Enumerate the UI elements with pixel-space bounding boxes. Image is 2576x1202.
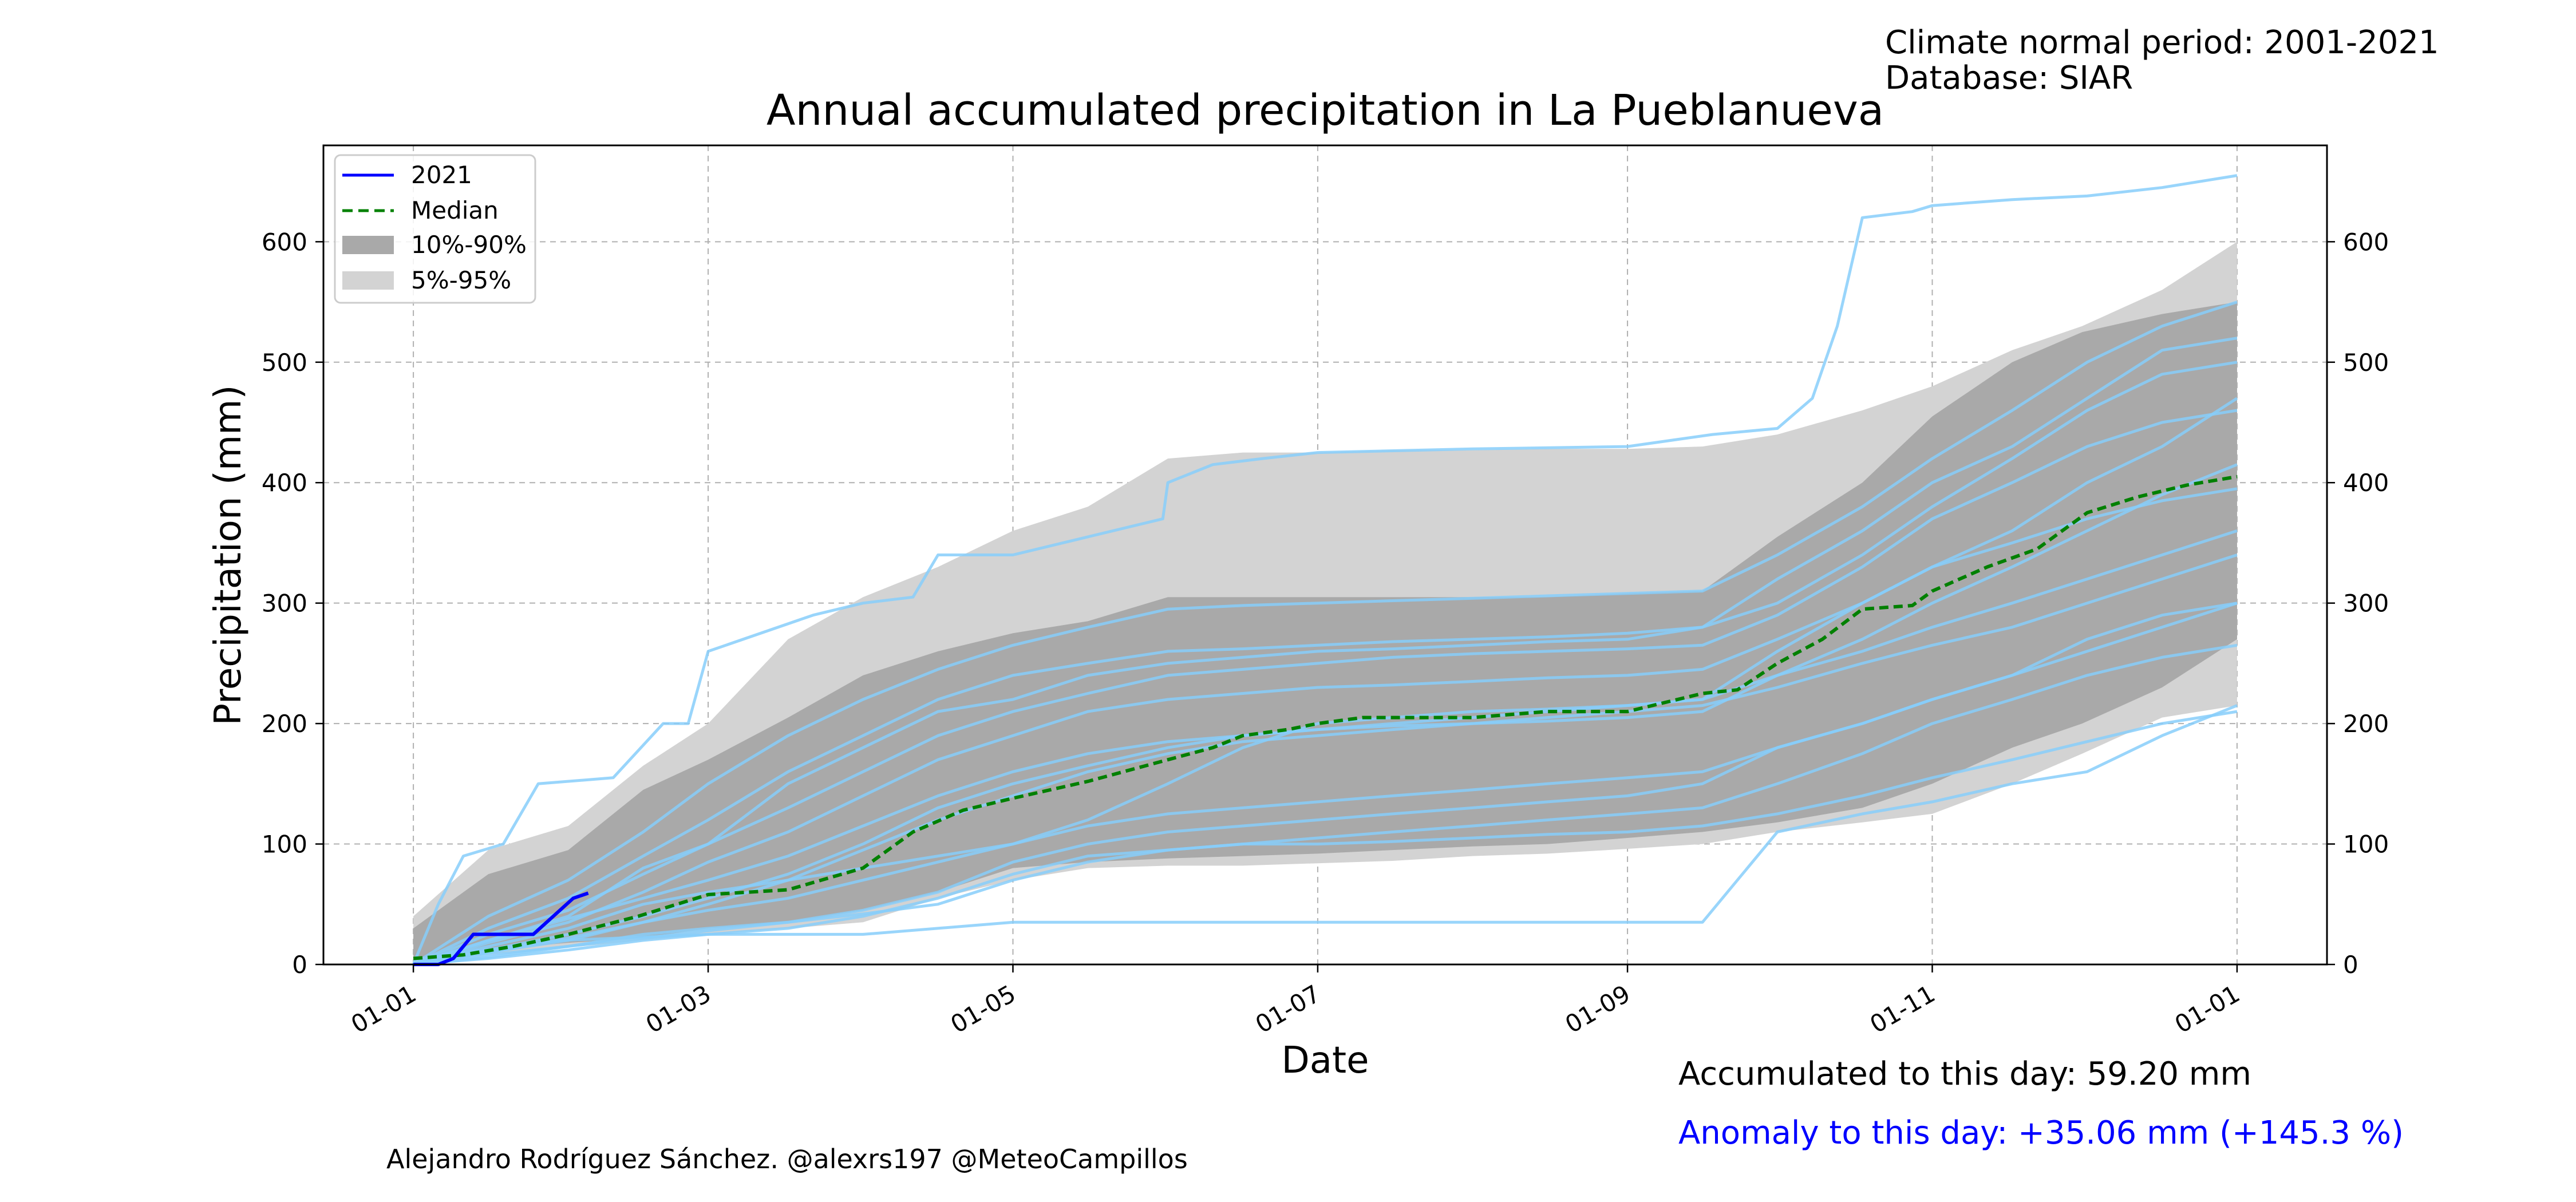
y-tick-label-right: 600 bbox=[2343, 228, 2389, 256]
historical-years-lines bbox=[412, 174, 2238, 966]
author-credit: Alejandro Rodríguez Sánchez. @alexrs197 … bbox=[386, 1144, 1188, 1175]
accumulated-text: Accumulated to this day: 59.20 mm bbox=[1678, 1055, 2251, 1093]
legend-label-10-90: 10%-90% bbox=[411, 231, 527, 259]
median-line bbox=[413, 475, 2238, 960]
historical-year-line-14 bbox=[413, 602, 2238, 966]
y-tick-label-left: 500 bbox=[262, 349, 307, 377]
legend: 2021 Median 10%-90% 5%-95% bbox=[334, 154, 536, 304]
historical-year-line-8 bbox=[413, 409, 2238, 966]
median-line-group bbox=[413, 475, 2238, 960]
y-tick-label-right: 300 bbox=[2343, 590, 2389, 618]
y-tick-label-right: 200 bbox=[2343, 710, 2389, 738]
y-tick-label-left: 400 bbox=[262, 469, 307, 497]
legend-swatch-10-90 bbox=[342, 236, 394, 254]
historical-year-line-0 bbox=[412, 174, 2238, 965]
y-tick-label-left: 200 bbox=[262, 710, 307, 738]
anomaly-text: Anomaly to this day: +35.06 mm (+145.3 %… bbox=[1678, 1114, 2404, 1152]
y-tick-label-right: 100 bbox=[2343, 831, 2389, 859]
legend-label-2021: 2021 bbox=[411, 161, 472, 189]
current-year-line-2021 bbox=[413, 891, 589, 966]
y-tick-label-left: 600 bbox=[262, 228, 307, 256]
normal-period-text: Climate normal period: 2001-2021 bbox=[1885, 24, 2439, 61]
x-axis-label: Date bbox=[1282, 1039, 1369, 1082]
current-year-line-group bbox=[413, 891, 589, 966]
historical-year-line-13 bbox=[413, 529, 2238, 966]
chart-title: Annual accumulated precipitation in La P… bbox=[767, 86, 1884, 135]
legend-box bbox=[334, 154, 536, 304]
y-axis-label: Precipitation (mm) bbox=[207, 385, 250, 726]
y-tick-label-left: 300 bbox=[262, 590, 307, 618]
y-tick-label-right: 0 bbox=[2343, 951, 2358, 979]
y-tick-label-right: 500 bbox=[2343, 349, 2389, 377]
y-tick-label-right: 400 bbox=[2343, 469, 2389, 497]
legend-swatch-5-95 bbox=[342, 271, 394, 290]
database-text: Database: SIAR bbox=[1885, 60, 2133, 97]
historical-year-line-11 bbox=[413, 643, 2238, 966]
historical-year-line-12 bbox=[412, 300, 2238, 966]
legend-label-median: Median bbox=[411, 196, 499, 224]
plot-frame bbox=[322, 144, 2328, 966]
historical-year-line-6 bbox=[413, 553, 2238, 966]
legend-label-5-95: 5%-95% bbox=[411, 266, 511, 294]
y-tick-label-left: 100 bbox=[262, 831, 307, 859]
historical-year-line-5 bbox=[413, 361, 2238, 966]
y-tick-label-left: 0 bbox=[292, 951, 307, 979]
historical-year-line-7 bbox=[413, 710, 2238, 966]
historical-year-line-10 bbox=[413, 487, 2238, 966]
